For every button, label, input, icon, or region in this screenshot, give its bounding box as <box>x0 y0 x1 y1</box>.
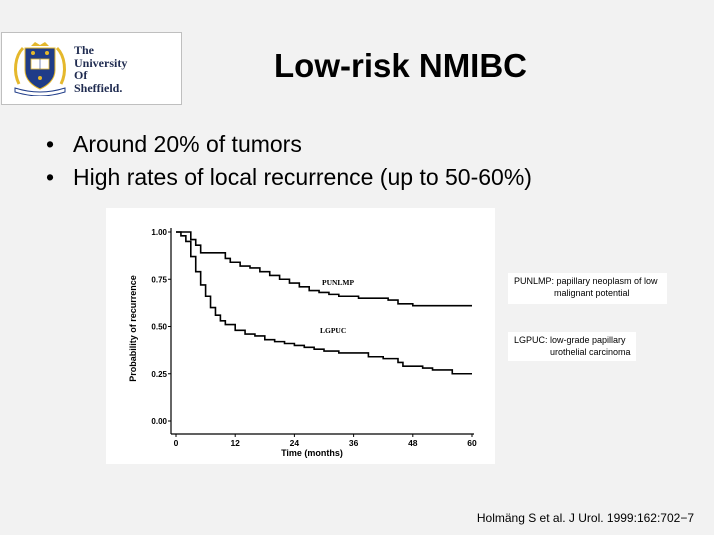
university-logo: The University Of Sheffield. <box>1 32 182 105</box>
bullet-item: • High rates of local recurrence (up to 5… <box>46 161 532 194</box>
citation: Holmäng S et al. J Urol. 1999:162:702−7 <box>476 511 694 525</box>
bullet-item: • Around 20% of tumors <box>46 128 532 161</box>
y-tick-label: 0.75 <box>151 275 167 284</box>
y-tick-label: 1.00 <box>151 228 167 237</box>
logo-line: University <box>74 55 128 70</box>
crest-icon <box>14 42 66 96</box>
y-tick-label: 0.50 <box>151 323 167 332</box>
logo-wordmark: The University Of Sheffield. <box>74 44 127 94</box>
punlmp-definition: PUNLMP: papillary neoplasm of low malign… <box>508 273 667 304</box>
series-label: PUNLMP <box>322 278 354 287</box>
slide-title: Low-risk NMIBC <box>274 47 528 84</box>
bullet-list: • Around 20% of tumors • High rates of loc… <box>46 128 532 194</box>
y-tick-label: 0.00 <box>151 417 167 426</box>
y-tick-label: 0.25 <box>151 370 167 379</box>
x-tick-label: 48 <box>408 438 418 448</box>
logo-line: Sheffield. <box>74 80 123 95</box>
logo-line: The <box>74 43 95 57</box>
x-tick-label: 24 <box>290 438 300 448</box>
series-line-lgpuc <box>176 231 472 375</box>
y-axis-label: Probability of recurrence <box>128 275 138 382</box>
bullet-text: Around 20% of tumors <box>73 131 302 157</box>
punlmp-line-1: PUNLMP: papillary neoplasm of low <box>514 276 658 286</box>
bullet-text: High rates of local recurrence (up to 50… <box>73 164 532 190</box>
punlmp-line-2: malignant potential <box>554 288 630 298</box>
x-tick-label: 0 <box>174 438 179 448</box>
lgpuc-definition: LGPUC: low-grade papillary urothelial ca… <box>508 332 636 361</box>
x-tick-label: 36 <box>349 438 359 448</box>
chart-svg: 0.00 0.25 0.50 0.75 1.00 0 12 24 36 48 60 Time (mon… <box>128 228 477 458</box>
series-label: LGPUC <box>320 326 346 335</box>
x-tick-label: 60 <box>467 438 477 448</box>
bullet-marker: • <box>46 164 55 190</box>
kaplan-meier-chart: 0.00 0.25 0.50 0.75 1.00 0 12 24 36 48 60 Time (mon… <box>106 208 495 464</box>
lgpuc-line-2: urothelial carcinoma <box>550 347 631 357</box>
lgpuc-line-1: LGPUC: low-grade papillary <box>514 335 626 345</box>
x-tick-label: 12 <box>230 438 240 448</box>
logo-line: Of <box>74 68 88 82</box>
series-line-punlmp <box>176 231 472 307</box>
bullet-marker: • <box>46 131 55 157</box>
x-axis-label: Time (months) <box>281 448 343 458</box>
